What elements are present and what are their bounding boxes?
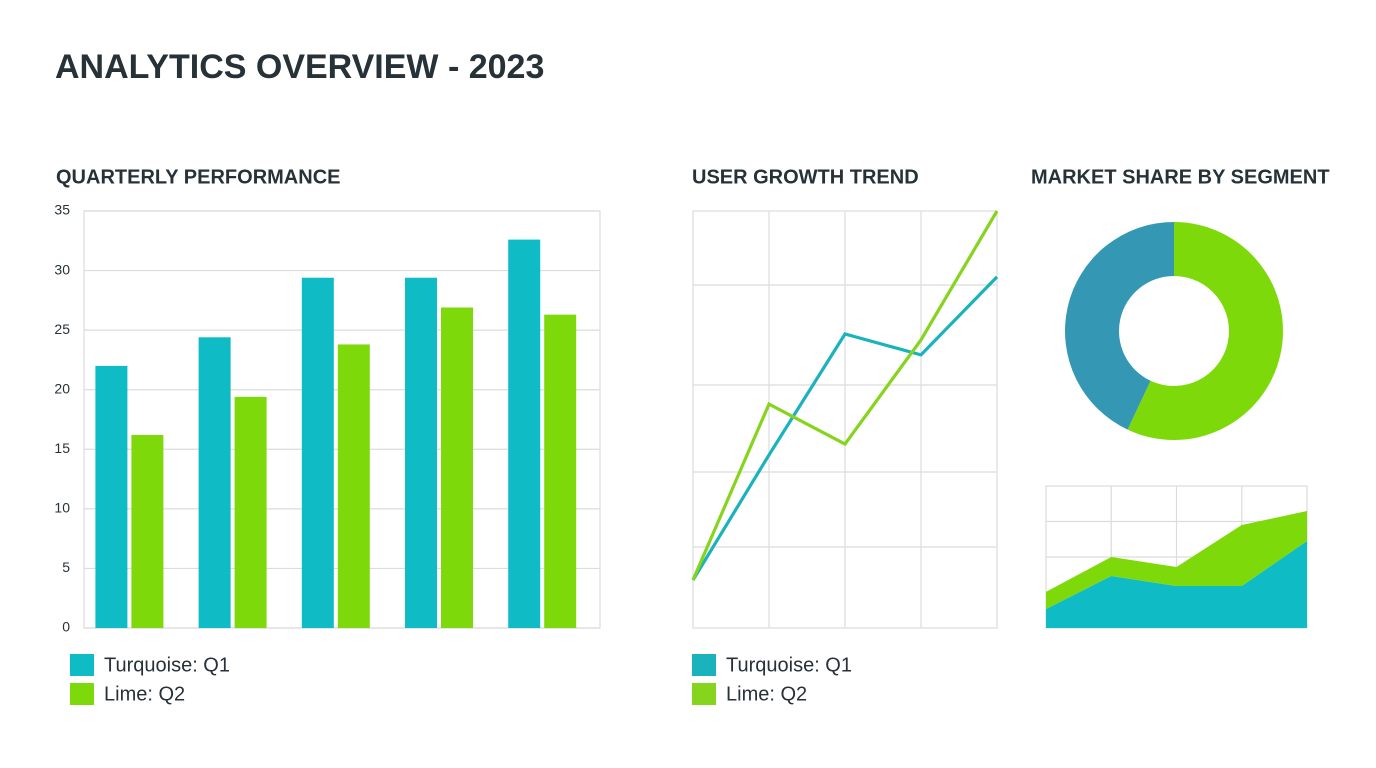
y-tick-label: 15: [54, 440, 70, 456]
bar: [337, 344, 370, 628]
legend-swatch: [70, 654, 94, 676]
page-title: ANALYTICS OVERVIEW - 2023: [55, 48, 544, 86]
bar: [405, 277, 438, 628]
legend-swatch: [692, 683, 716, 705]
y-tick-label: 5: [62, 559, 70, 575]
legend-label: Turquoise: Q1: [104, 654, 230, 676]
y-tick-label: 0: [62, 619, 70, 635]
area-series: [1046, 510, 1307, 609]
donut-slice: [1127, 222, 1283, 441]
chart-title: USER GROWTH TREND: [692, 166, 919, 188]
legend-label: Lime: Q2: [726, 683, 807, 705]
legend-swatch: [692, 654, 716, 676]
line-series: [691, 275, 999, 581]
y-tick-label: 25: [54, 321, 70, 337]
chart-title: QUARTERLY PERFORMANCE: [56, 166, 340, 188]
y-tick-label: 30: [54, 261, 70, 277]
legend-swatch: [70, 683, 94, 705]
bar: [441, 307, 473, 628]
bar: [508, 239, 541, 628]
plot-frame: [692, 210, 998, 629]
y-tick-label: 10: [54, 500, 70, 516]
bar: [95, 365, 128, 628]
donut-slice: [1065, 222, 1174, 430]
y-tick-label: 20: [54, 380, 70, 396]
bar: [198, 337, 231, 628]
y-tick-label: 35: [54, 202, 70, 218]
area-series: [1046, 540, 1307, 628]
bar: [301, 277, 334, 628]
bar: [131, 434, 164, 628]
chart-title: MARKET SHARE BY SEGMENT: [1031, 166, 1330, 188]
legend-label: Turquoise: Q1: [726, 654, 852, 676]
bar: [234, 396, 267, 628]
bar: [544, 314, 577, 628]
line-series: [691, 210, 999, 581]
legend-label: Lime: Q2: [104, 683, 185, 705]
